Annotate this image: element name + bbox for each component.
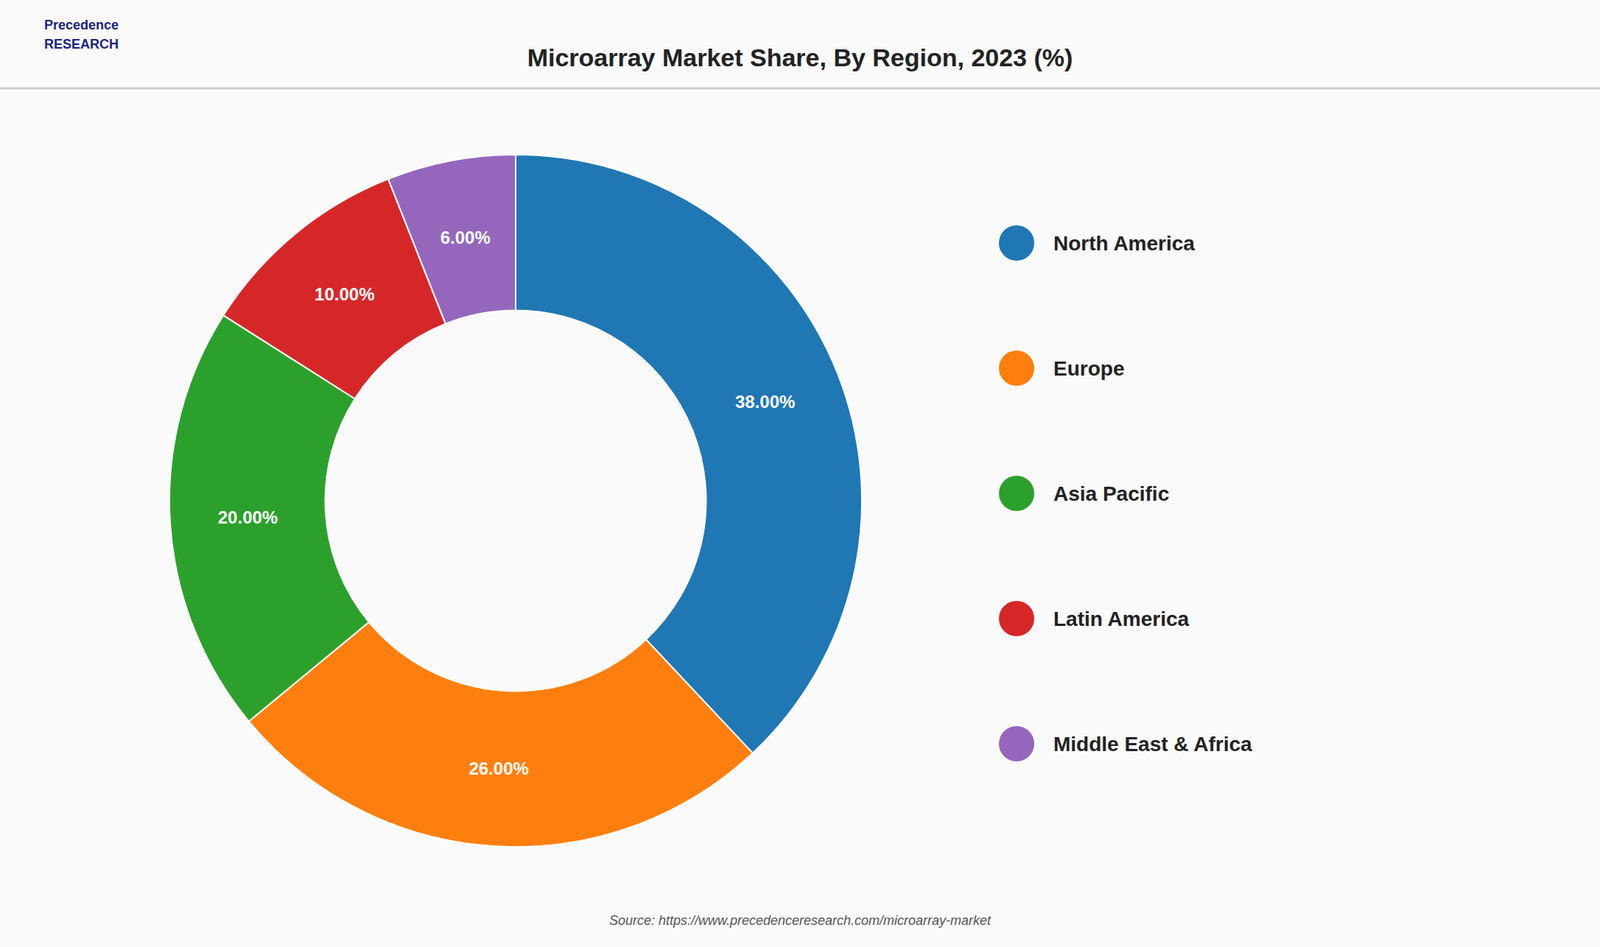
legend-item: Asia Pacific	[998, 475, 1170, 512]
background	[0, 0, 1600, 947]
legend-swatch	[998, 601, 1035, 637]
legend-label: Europe	[1053, 357, 1125, 381]
chart-root: Microarray Market Share, By Region, 2023…	[0, 0, 1600, 947]
legend-swatch	[998, 350, 1035, 387]
legend-label: Asia Pacific	[1053, 482, 1170, 506]
legend-swatch	[998, 225, 1035, 261]
data-label: 6.00%	[440, 227, 491, 248]
logo-text: Precedence	[44, 17, 119, 33]
legend-item: North America	[998, 225, 1195, 261]
legend-item: Latin America	[998, 601, 1190, 637]
data-label: 10.00%	[314, 284, 375, 305]
data-label: 20.00%	[218, 507, 278, 528]
separator	[0, 87, 1600, 90]
data-label: 38.00%	[735, 391, 795, 412]
logo-text: RESEARCH	[44, 36, 119, 52]
legend-label: Middle East & Africa	[1053, 732, 1253, 756]
donut	[169, 154, 862, 848]
legend-item: Middle East & Africa	[998, 726, 1253, 762]
slice	[515, 154, 862, 754]
data-labels: 38.00% 26.00% 20.00% 10.00% 6.00%	[218, 227, 796, 779]
legend-swatch	[998, 475, 1035, 512]
legend-swatch	[998, 726, 1035, 762]
title: Microarray Market Share, By Region, 2023…	[527, 43, 1074, 72]
legend-label: Latin America	[1053, 607, 1190, 631]
data-label: 26.00%	[468, 758, 529, 779]
legend-label: North America	[1053, 232, 1195, 255]
source-note: Source: https://www.precedenceresearch.c…	[609, 913, 992, 929]
legend: North America Europe Asia Pacific Latin Ame…	[998, 225, 1253, 762]
legend-item: Europe	[998, 350, 1125, 387]
slice	[388, 154, 516, 325]
